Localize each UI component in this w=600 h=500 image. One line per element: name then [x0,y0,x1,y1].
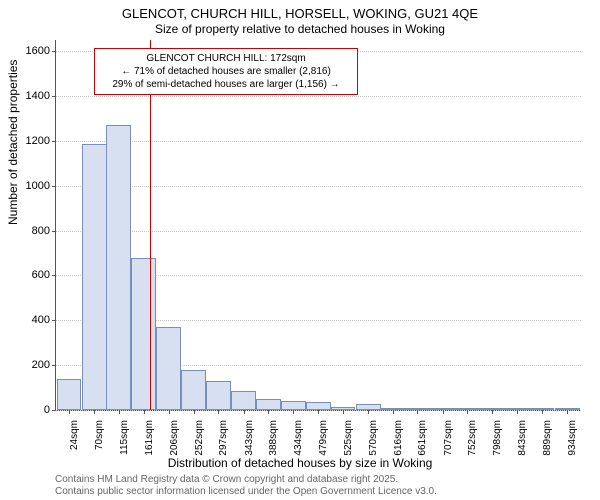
xtick-mark [293,410,294,414]
gridline [56,231,581,232]
histogram-bar [331,407,356,410]
histogram-bar [405,408,430,410]
xtick-mark [94,410,95,414]
ytick-label: 800 [32,225,56,237]
xtick-label: 752sqm [467,416,478,456]
chart-title-main: GLENCOT, CHURCH HILL, HORSELL, WOKING, G… [0,6,600,21]
xtick-mark [492,410,493,414]
xtick-mark [169,410,170,414]
histogram-bar [480,408,505,410]
xtick-label: 661sqm [417,416,428,456]
histogram-bar [555,408,580,410]
footer-line-2: Contains public sector information licen… [55,486,437,498]
histogram-bar [380,408,405,410]
xtick-mark [244,410,245,414]
ytick-label: 1400 [26,90,56,102]
xtick-label: 161sqm [144,416,155,456]
histogram-bar [106,125,131,410]
xtick-label: 934sqm [567,416,578,456]
y-axis-label: Number of detached properties [6,60,20,225]
xtick-label: 297sqm [218,416,229,456]
histogram-bar [206,381,231,410]
xtick-mark [119,410,120,414]
xtick-label: 343sqm [244,416,255,456]
histogram-bar [281,401,306,410]
histogram-bar [356,404,381,410]
histogram-bar [131,258,156,410]
chart-title-sub: Size of property relative to detached ho… [0,22,600,36]
histogram-bar [57,379,82,410]
xtick-label: 570sqm [368,416,379,456]
histogram-bar [306,402,331,410]
xtick-mark [542,410,543,414]
xtick-mark [368,410,369,414]
annotation-box: GLENCOT CHURCH HILL: 172sqm← 71% of deta… [94,48,358,95]
xtick-mark [417,410,418,414]
ytick-label: 1600 [26,45,56,57]
xtick-mark [443,410,444,414]
ytick-label: 1200 [26,135,56,147]
xtick-label: 70sqm [94,416,105,450]
xtick-label: 616sqm [393,416,404,456]
xtick-mark [69,410,70,414]
ytick-label: 200 [32,359,56,371]
gridline [56,141,581,142]
histogram-bar [455,408,480,410]
ytick-label: 600 [32,269,56,281]
xtick-mark [218,410,219,414]
histogram-bar [430,408,455,410]
xtick-label: 525sqm [343,416,354,456]
xtick-label: 388sqm [268,416,279,456]
ytick-label: 1000 [26,180,56,192]
annotation-title: GLENCOT CHURCH HILL: 172sqm [101,52,351,65]
xtick-label: 434sqm [293,416,304,456]
xtick-label: 889sqm [542,416,553,456]
histogram-bar [156,327,181,410]
xtick-label: 798sqm [492,416,503,456]
histogram-bar [82,144,107,410]
chart-container: GLENCOT, CHURCH HILL, HORSELL, WOKING, G… [0,0,600,500]
gridline [56,96,581,97]
histogram-bar [505,408,530,410]
xtick-mark [467,410,468,414]
xtick-mark [268,410,269,414]
xtick-mark [567,410,568,414]
xtick-label: 479sqm [318,416,329,456]
reference-line [150,40,151,410]
xtick-label: 252sqm [194,416,205,456]
xtick-mark [517,410,518,414]
xtick-mark [393,410,394,414]
histogram-bar [181,370,206,410]
annotation-line-1: ← 71% of detached houses are smaller (2,… [101,65,351,78]
histogram-bar [256,399,281,410]
plot-area: 0200400600800100012001400160024sqm70sqm1… [55,40,581,411]
xtick-mark [144,410,145,414]
annotation-line-2: 29% of semi-detached houses are larger (… [101,78,351,91]
xtick-label: 707sqm [443,416,454,456]
gridline [56,186,581,187]
histogram-bar [231,391,256,410]
xtick-mark [318,410,319,414]
ytick-label: 0 [44,404,56,416]
xtick-label: 843sqm [517,416,528,456]
xtick-label: 206sqm [169,416,180,456]
histogram-bar [530,408,555,410]
footer-line-1: Contains HM Land Registry data © Crown c… [55,474,437,486]
xtick-mark [343,410,344,414]
x-axis-label: Distribution of detached houses by size … [0,456,600,470]
xtick-label: 115sqm [119,416,130,455]
xtick-label: 24sqm [69,416,80,450]
ytick-label: 400 [32,314,56,326]
footer-attribution: Contains HM Land Registry data © Crown c… [55,474,437,498]
xtick-mark [194,410,195,414]
